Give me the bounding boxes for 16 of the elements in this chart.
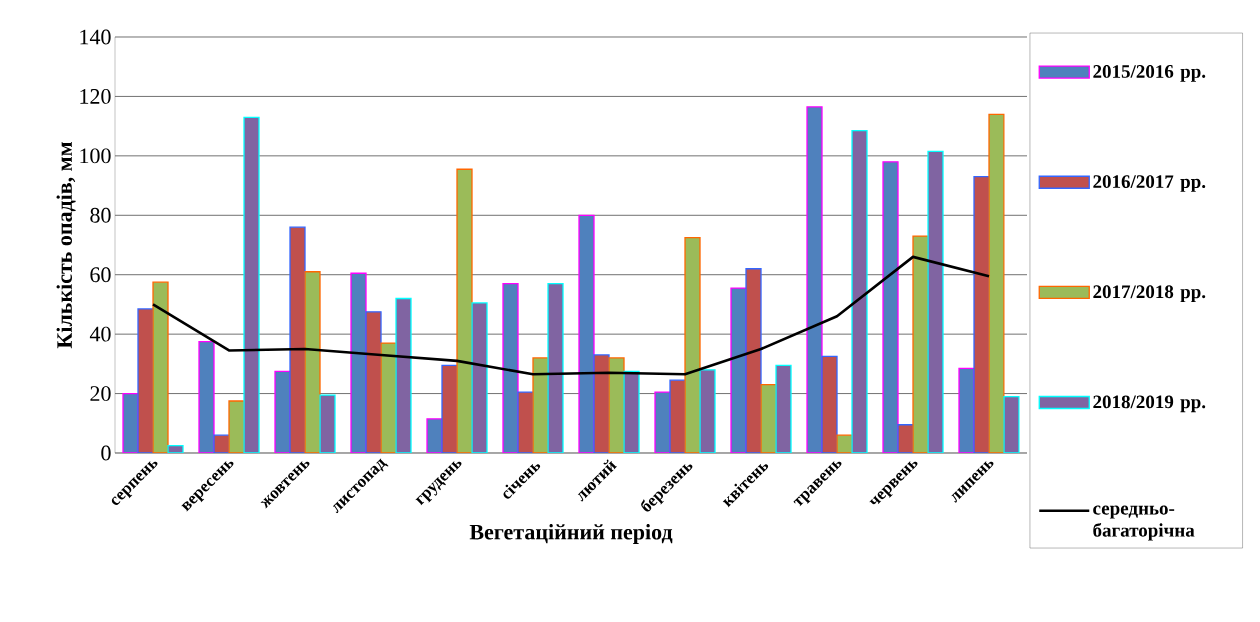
legend-label: 2017/2018 рр. xyxy=(1093,285,1206,302)
y-tick-label: 60 xyxy=(90,267,111,283)
line-series xyxy=(151,255,991,376)
y-tick-label: 40 xyxy=(89,326,111,342)
legend-label: середньо-багаторічна xyxy=(1093,505,1195,541)
x-axis-title: Вегетаційний період xyxy=(469,524,673,545)
y-tick-label: 0 xyxy=(101,445,111,461)
legend-label: 2018/2019 рр. xyxy=(1093,395,1206,413)
y-tick-label: 20 xyxy=(90,386,111,401)
y-tick-label: 120 xyxy=(80,89,111,104)
legend-label: 2015/2016 рр. xyxy=(1093,65,1206,82)
legend-label: 2016/2017 рр. xyxy=(1093,175,1206,192)
y-axis-title: Кількість опадів, мм xyxy=(56,142,76,349)
y-tick-label: 100 xyxy=(80,148,111,164)
y-tick-label: 140 xyxy=(80,29,111,45)
y-tick-label: 80 xyxy=(90,207,111,223)
